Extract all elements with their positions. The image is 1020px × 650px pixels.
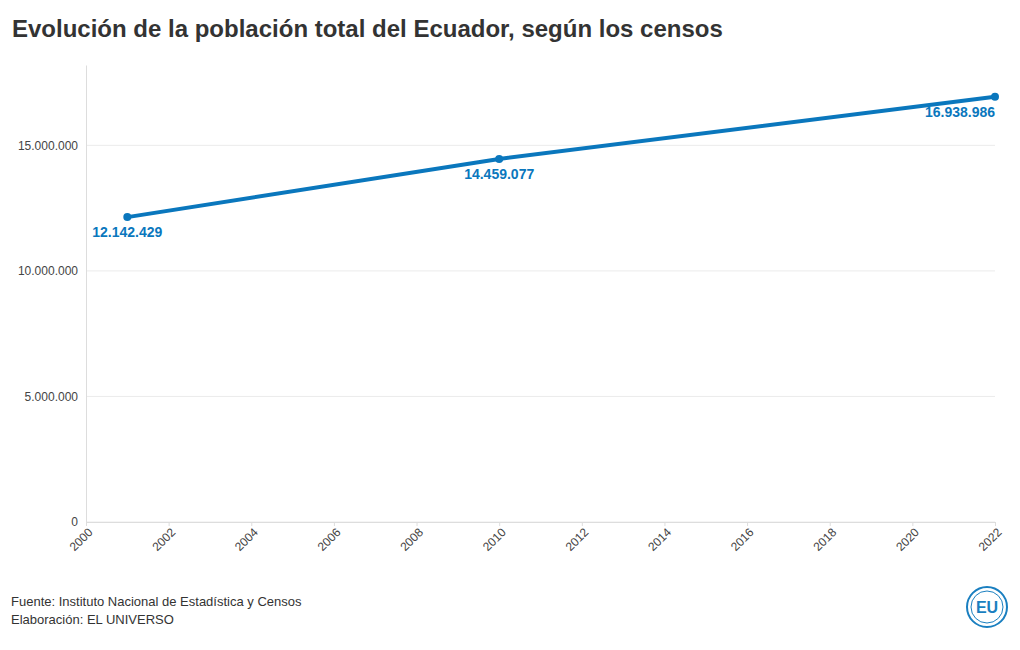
credit: Elaboración: EL UNIVERSO xyxy=(11,612,174,627)
x-tick: 2018 xyxy=(811,522,840,554)
x-tick: 2020 xyxy=(893,522,922,554)
x-tick-label: 2004 xyxy=(232,525,261,554)
source: Fuente: Instituto Nacional de Estadístic… xyxy=(11,594,302,609)
plot: 05.000.00010.000.00015.000.0002000200220… xyxy=(18,66,1005,554)
y-tick: 5.000.000 xyxy=(25,390,86,404)
x-tick-label: 2016 xyxy=(728,525,757,554)
x-tick-mark xyxy=(251,522,252,526)
x-tick-mark xyxy=(664,522,665,526)
series xyxy=(123,93,999,221)
x-tick: 2014 xyxy=(645,522,674,554)
point xyxy=(991,93,999,101)
x-tick-label: 2000 xyxy=(67,525,96,554)
y-tick-label: 5.000.000 xyxy=(25,390,79,404)
grid-line xyxy=(86,270,995,271)
x-tick-mark xyxy=(169,522,170,526)
line xyxy=(127,97,995,217)
x-axis: 2000 2002 2004 2006 2008 2010 2012 2014 2016 2018… xyxy=(67,522,1005,554)
x-tick-mark xyxy=(582,522,583,526)
x-axis-line xyxy=(87,523,996,527)
x-tick-label: 2022 xyxy=(976,525,1005,554)
x-tick: 2000 xyxy=(67,522,96,554)
grid-line xyxy=(86,145,995,146)
logo-ring xyxy=(967,587,1007,627)
logo-text: EU xyxy=(976,599,998,616)
x-tick-mark xyxy=(417,522,418,526)
y-tick: 15.000.000 xyxy=(18,139,86,153)
x-tick: 2022 xyxy=(976,522,1005,554)
x-tick-label: 2014 xyxy=(645,525,674,554)
logo: EU xyxy=(967,587,1007,627)
x-tick-label: 2020 xyxy=(893,525,922,554)
x-tick: 2016 xyxy=(728,522,757,554)
x-tick-mark xyxy=(747,522,748,526)
logo-inner-ring xyxy=(971,591,1003,623)
x-tick: 2010 xyxy=(480,522,509,554)
x-tick: 2002 xyxy=(149,522,178,554)
title: Evolución de la población total del Ecua… xyxy=(12,15,723,42)
y-tick: 10.000.000 xyxy=(18,264,86,278)
x-tick-label: 2012 xyxy=(563,525,592,554)
y-axis-line xyxy=(86,66,87,523)
x-tick-label: 2008 xyxy=(397,525,426,554)
y-axis: 0 5.000.000 10.000.000 15.000.000 xyxy=(18,66,87,530)
x-tick-label: 2018 xyxy=(811,525,840,554)
x-tick-mark xyxy=(86,522,87,526)
x-tick: 2012 xyxy=(563,522,592,554)
grid-line xyxy=(86,396,995,397)
y-tick-label: 10.000.000 xyxy=(18,264,78,278)
data-labels: 12.142.429 14.459.077 16.938.986 xyxy=(92,104,995,240)
x-tick: 2008 xyxy=(397,522,426,554)
x-tick-mark xyxy=(912,522,913,526)
x-tick-label: 2010 xyxy=(480,525,509,554)
x-tick: 2006 xyxy=(315,522,344,554)
y-tick-label: 0 xyxy=(71,515,78,529)
y-tick-label: 15.000.000 xyxy=(18,139,78,153)
x-tick-mark xyxy=(995,522,996,526)
data-label: 14.459.077 xyxy=(464,166,534,182)
data-label: 16.938.986 xyxy=(925,104,995,120)
x-tick-label: 2006 xyxy=(315,525,344,554)
x-tick-mark xyxy=(334,522,335,526)
data-label: 12.142.429 xyxy=(92,224,162,240)
x-tick-mark xyxy=(830,522,831,526)
x-tick-mark xyxy=(499,522,500,526)
chart: Evolución de la población total del Ecua… xyxy=(0,0,1020,650)
point xyxy=(123,213,131,221)
x-tick: 2004 xyxy=(232,522,261,554)
x-tick-label: 2002 xyxy=(149,525,178,554)
point xyxy=(495,155,503,163)
